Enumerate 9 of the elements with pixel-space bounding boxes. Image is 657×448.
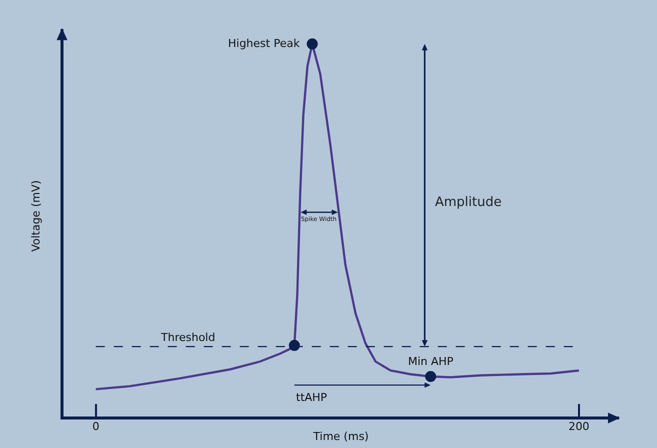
- annotation: Amplitude: [435, 195, 502, 210]
- x-tick-label: 200: [568, 420, 590, 433]
- annotation: Min AHP: [408, 355, 454, 368]
- annotation: Highest Peak: [228, 37, 300, 50]
- annotation: ttAHP: [296, 391, 328, 404]
- ref-line-label: Threshold: [160, 331, 216, 344]
- y-axis-title: Voltage (mV): [30, 180, 43, 252]
- x-axis-title: Time (ms): [312, 430, 369, 444]
- x-tick-label: 0: [92, 420, 100, 433]
